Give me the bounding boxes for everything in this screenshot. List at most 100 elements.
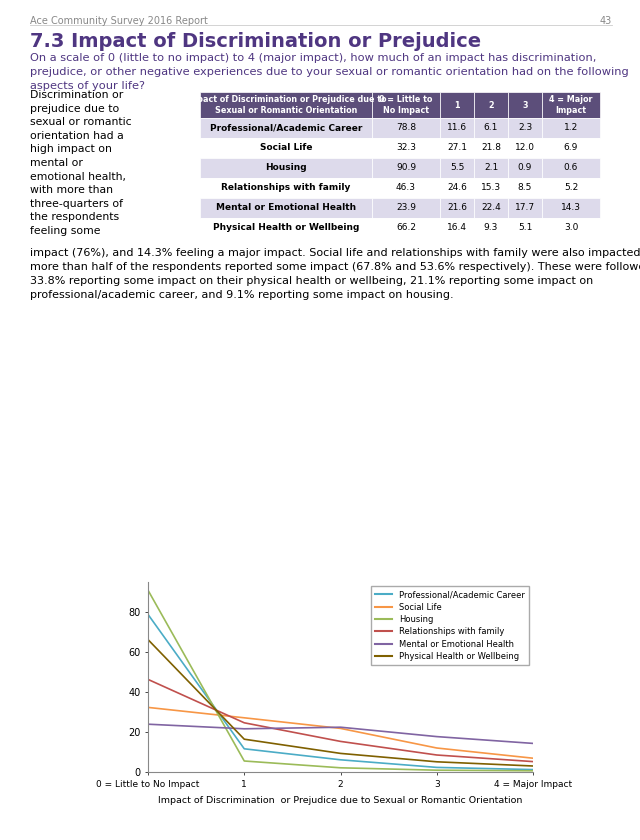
Physical Health or Wellbeing: [433, 757, 440, 767]
Bar: [474, 92, 508, 118]
Text: Ace Community Survey 2016 Report: Ace Community Survey 2016 Report: [30, 16, 208, 26]
Text: 17.7: 17.7: [515, 203, 535, 213]
Bar: [440, 178, 474, 198]
Bar: [542, 218, 600, 238]
Professional/Academic Career: [337, 755, 344, 765]
Text: 21.8: 21.8: [481, 144, 501, 153]
Bar: [372, 118, 440, 138]
Text: 22.4: 22.4: [481, 203, 501, 213]
Line: Mental or Emotional Health: Mental or Emotional Health: [148, 724, 533, 743]
Text: 9.3: 9.3: [484, 223, 498, 233]
Bar: [372, 158, 440, 178]
Bar: [542, 92, 600, 118]
Bar: [474, 178, 508, 198]
Text: 3: 3: [522, 101, 528, 109]
Text: 8.5: 8.5: [518, 183, 532, 192]
Physical Health or Wellbeing: [241, 734, 248, 744]
Text: 32.3: 32.3: [396, 144, 416, 153]
Text: 21.6: 21.6: [447, 203, 467, 213]
Text: Relationships with family: Relationships with family: [221, 183, 351, 192]
Bar: [474, 198, 508, 218]
Line: Relationships with family: Relationships with family: [148, 680, 533, 762]
Text: 27.1: 27.1: [447, 144, 467, 153]
Bar: [372, 92, 440, 118]
Text: Physical Health or Wellbeing: Physical Health or Wellbeing: [213, 223, 359, 233]
Bar: [200, 178, 372, 198]
Bar: [440, 158, 474, 178]
Text: 7.3 Impact of Discrimination or Prejudice: 7.3 Impact of Discrimination or Prejudic…: [30, 32, 481, 51]
Social Life: [433, 743, 440, 753]
Legend: Professional/Academic Career, Social Life, Housing, Relationships with family, M: Professional/Academic Career, Social Lif…: [371, 586, 529, 665]
Mental or Emotional Health: [337, 722, 344, 732]
Bar: [542, 118, 600, 138]
Text: 1: 1: [454, 101, 460, 109]
Mental or Emotional Health: [241, 724, 248, 734]
Text: 11.6: 11.6: [447, 123, 467, 133]
Bar: [542, 138, 600, 158]
Text: 6.9: 6.9: [564, 144, 578, 153]
Text: 43: 43: [600, 16, 612, 26]
Text: 66.2: 66.2: [396, 223, 416, 233]
Bar: [200, 118, 372, 138]
Physical Health or Wellbeing: [529, 761, 537, 771]
Relationships with family: [337, 737, 344, 747]
Bar: [474, 158, 508, 178]
Text: 2: 2: [488, 101, 494, 109]
Text: 2.3: 2.3: [518, 123, 532, 133]
Bar: [508, 198, 542, 218]
Text: 15.3: 15.3: [481, 183, 501, 192]
Physical Health or Wellbeing: [337, 748, 344, 759]
Relationships with family: [433, 750, 440, 760]
Housing: [529, 766, 537, 776]
Text: 5.1: 5.1: [518, 223, 532, 233]
Bar: [542, 158, 600, 178]
Mental or Emotional Health: [144, 719, 152, 729]
Text: On a scale of 0 (little to no impact) to 4 (major impact), how much of an impact: On a scale of 0 (little to no impact) to…: [30, 53, 628, 91]
Line: Physical Health or Wellbeing: Physical Health or Wellbeing: [148, 639, 533, 766]
Bar: [372, 198, 440, 218]
Text: Housing: Housing: [265, 164, 307, 172]
Bar: [542, 178, 600, 198]
Bar: [200, 138, 372, 158]
Bar: [508, 178, 542, 198]
Text: 1.2: 1.2: [564, 123, 578, 133]
Text: 2.1: 2.1: [484, 164, 498, 172]
Professional/Academic Career: [241, 743, 248, 753]
Bar: [508, 158, 542, 178]
Text: 16.4: 16.4: [447, 223, 467, 233]
Bar: [372, 178, 440, 198]
Bar: [508, 92, 542, 118]
Text: impact (76%), and 14.3% feeling a major impact. Social life and relationships wi: impact (76%), and 14.3% feeling a major …: [30, 248, 640, 300]
Text: 6.1: 6.1: [484, 123, 498, 133]
Social Life: [144, 702, 152, 712]
Text: 12.0: 12.0: [515, 144, 535, 153]
Bar: [200, 158, 372, 178]
Professional/Academic Career: [144, 609, 152, 619]
Bar: [508, 218, 542, 238]
Housing: [144, 585, 152, 596]
Social Life: [337, 723, 344, 733]
Text: 4 = Major
Impact: 4 = Major Impact: [549, 95, 593, 115]
Bar: [372, 218, 440, 238]
Text: Impact of Discrimination or Prejudice due to
Sexual or Romantic Orientation: Impact of Discrimination or Prejudice du…: [186, 95, 387, 115]
Professional/Academic Career: [433, 763, 440, 773]
Text: 78.8: 78.8: [396, 123, 416, 133]
Bar: [200, 92, 372, 118]
Text: 0.6: 0.6: [564, 164, 578, 172]
Bar: [372, 138, 440, 158]
Text: 5.5: 5.5: [450, 164, 464, 172]
Bar: [474, 118, 508, 138]
Housing: [433, 765, 440, 775]
Line: Housing: Housing: [148, 591, 533, 771]
Bar: [474, 218, 508, 238]
Bar: [508, 118, 542, 138]
Bar: [200, 218, 372, 238]
Relationships with family: [241, 717, 248, 727]
Housing: [241, 756, 248, 766]
X-axis label: Impact of Discrimination  or Prejudice due to Sexual or Romantic Orientation: Impact of Discrimination or Prejudice du…: [158, 795, 523, 805]
Relationships with family: [529, 757, 537, 767]
Line: Social Life: Social Life: [148, 707, 533, 759]
Text: 14.3: 14.3: [561, 203, 581, 213]
Text: 24.6: 24.6: [447, 183, 467, 192]
Text: Social Life: Social Life: [260, 144, 312, 153]
